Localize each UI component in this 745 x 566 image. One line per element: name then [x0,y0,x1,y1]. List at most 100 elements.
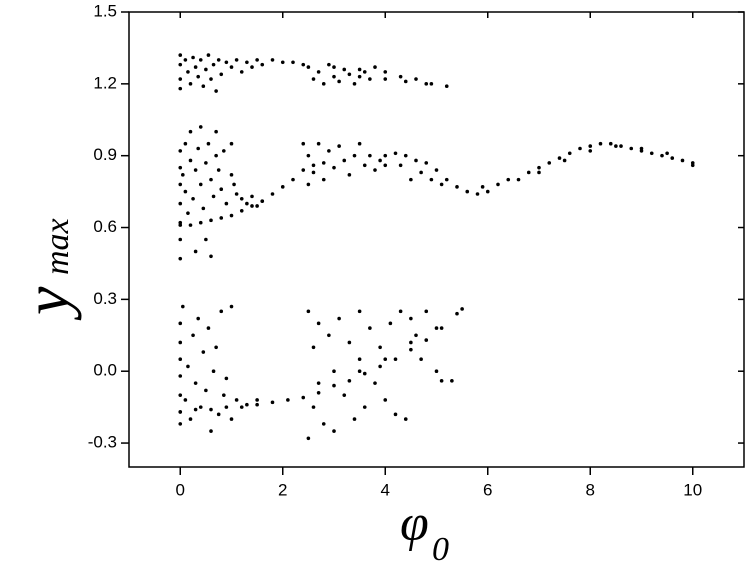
data-point [398,163,403,168]
data-point [311,405,316,409]
data-point [332,383,336,388]
data-point [306,65,311,69]
data-point [239,70,244,74]
data-point [419,170,423,175]
data-point [270,58,275,62]
data-point [321,161,326,165]
data-point [178,357,183,362]
data-point [239,208,244,213]
data-point [214,89,218,93]
data-point [485,189,490,194]
data-point [301,395,306,400]
data-point [475,192,480,196]
data-point [460,307,464,311]
data-point [455,185,459,189]
data-point [409,340,413,345]
data-point [362,163,367,168]
data-point [424,161,429,165]
data-point [178,374,183,378]
data-point [347,340,352,345]
data-point [403,79,408,84]
y-axis-label-sub: max [39,218,76,275]
data-point [562,158,567,163]
data-point [347,378,352,383]
y-tick-label: 0.3 [93,289,117,308]
data-point [619,144,623,148]
data-point [608,141,613,146]
data-point [229,141,234,146]
data-point [206,53,211,57]
data-point [414,158,418,163]
data-point [211,369,216,374]
data-point [414,77,418,81]
data-point [362,371,367,376]
data-point [196,146,200,151]
data-point [357,67,362,72]
data-point [214,345,218,350]
data-point [578,146,582,151]
data-point [393,357,398,362]
data-point [357,357,362,362]
x-tick-label: 8 [586,480,595,499]
data-point [224,201,229,206]
data-point [516,177,521,182]
data-point [245,201,249,206]
data-point [245,60,249,65]
data-point [444,177,449,182]
data-point [588,144,593,148]
data-point [352,82,357,86]
data-point [316,390,321,395]
data-point [347,173,352,177]
x-axis-label: φ [400,495,429,552]
data-point [204,237,208,242]
data-point [629,146,634,151]
data-point [598,141,603,146]
data-point [337,144,341,148]
data-point [383,357,388,362]
data-point [383,77,388,81]
data-point [567,151,572,156]
data-point [690,163,695,168]
data-point [398,74,403,79]
data-point [250,204,254,208]
x-tick-label: 4 [381,480,390,499]
data-point [378,158,382,163]
data-point [444,84,449,89]
data-point [537,165,541,170]
data-point [383,153,388,158]
data-point [209,407,213,412]
data-point [434,326,439,330]
data-point [234,398,239,402]
data-point [209,254,213,259]
data-point [332,429,336,433]
data-point [216,58,221,62]
data-point [316,381,321,385]
data-point [357,74,362,79]
data-point [209,429,213,433]
data-point [347,72,352,77]
data-point [398,309,403,314]
data-point [301,168,306,172]
data-point [496,182,500,187]
data-point [321,177,326,182]
data-point [419,357,423,362]
data-point [224,376,229,381]
data-point [178,340,183,345]
data-point [450,378,454,383]
data-point [614,144,618,148]
data-point [301,62,306,67]
data-point [183,58,188,62]
data-point [291,177,295,182]
data-point [178,223,183,227]
data-point [506,177,511,182]
data-point [178,86,183,91]
data-point [429,82,434,86]
data-point [409,177,413,182]
data-point [209,218,213,223]
x-tick-label: 6 [483,480,492,499]
data-point [332,74,336,79]
data-point [455,311,459,316]
data-point [316,321,321,326]
data-point [378,364,382,369]
data-point [229,213,234,218]
